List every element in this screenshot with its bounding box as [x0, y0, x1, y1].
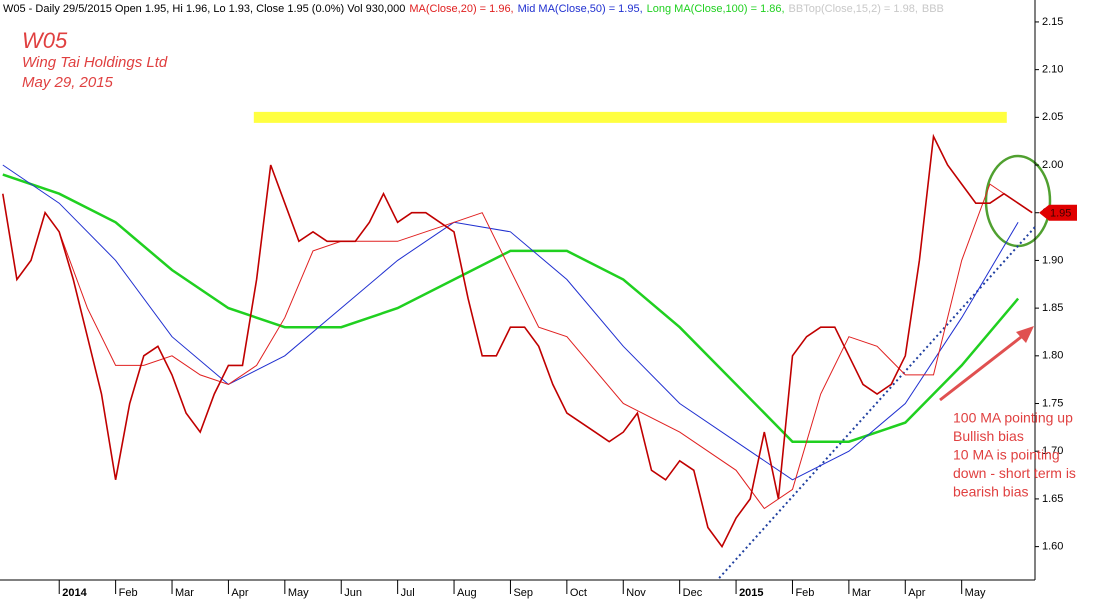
last-value-label: 1.95: [1050, 208, 1071, 220]
x-tick-label: Jun: [344, 587, 362, 599]
x-tick-label: Aug: [457, 587, 477, 599]
x-tick-label: Feb: [119, 587, 138, 599]
y-tick-label: 2.00: [1042, 159, 1063, 171]
annotation: bearish bias: [953, 484, 1029, 500]
header-segment: MA(Close,20) = 1.96,: [409, 3, 513, 15]
series-line: [2, 133, 1033, 549]
header-segment: Long MA(Close,100) = 1.86,: [647, 3, 785, 15]
x-tick-label: 2014: [62, 587, 87, 599]
header-segment: W05 - Daily 29/5/2015 Open 1.95, Hi 1.96…: [3, 3, 405, 15]
x-tick-label: Feb: [795, 587, 814, 599]
series-line: [2, 164, 1019, 481]
x-tick-label: Nov: [626, 587, 646, 599]
header-segment: BBTop(Close,15,2) = 1.98,: [789, 3, 918, 15]
arrow-head: [1016, 326, 1034, 343]
y-tick-label: 1.85: [1042, 302, 1063, 314]
y-tick-label: 1.65: [1042, 493, 1063, 505]
arrow-shaft: [939, 332, 1026, 402]
x-tick-label: May: [288, 587, 309, 599]
annotation: Bullish bias: [953, 428, 1024, 444]
y-tick-label: 2.15: [1042, 16, 1063, 28]
chart-title: W05: [22, 28, 68, 53]
header-segment: Mid MA(Close,50) = 1.95,: [518, 3, 643, 15]
subtitle: Wing Tai Holdings Ltd: [22, 54, 168, 71]
x-tick-label: Apr: [231, 587, 248, 599]
y-tick-label: 1.60: [1042, 541, 1063, 553]
header: W05 - Daily 29/5/2015 Open 1.95, Hi 1.96…: [3, 3, 944, 15]
y-tick-label: 2.05: [1042, 111, 1063, 123]
x-tick-label: May: [965, 587, 986, 599]
trendline: [718, 226, 1036, 579]
x-tick-label: 2015: [739, 587, 763, 599]
x-tick-label: Oct: [570, 587, 587, 599]
annotation: 10 MA is pointing: [953, 447, 1060, 463]
date: May 29, 2015: [22, 74, 114, 91]
x-tick-label: Apr: [908, 587, 925, 599]
annotation: 100 MA pointing up: [953, 410, 1073, 426]
x-tick-label: Dec: [683, 587, 703, 599]
y-tick-label: 1.80: [1042, 350, 1063, 362]
x-tick-label: Sep: [513, 587, 533, 599]
y-tick-label: 2.10: [1042, 64, 1063, 76]
series-line: [2, 173, 1020, 443]
y-tick-label: 1.70: [1042, 445, 1063, 457]
y-tick-label: 1.90: [1042, 254, 1063, 266]
series-line: [58, 183, 1019, 510]
annotation: down - short term is: [953, 465, 1076, 481]
y-tick-label: 1.75: [1042, 397, 1063, 409]
x-tick-label: Mar: [852, 587, 871, 599]
x-tick-label: Jul: [401, 587, 415, 599]
header-segment: BBB: [922, 3, 944, 15]
x-tick-label: Mar: [175, 587, 194, 599]
last-value-marker: [1039, 204, 1077, 221]
